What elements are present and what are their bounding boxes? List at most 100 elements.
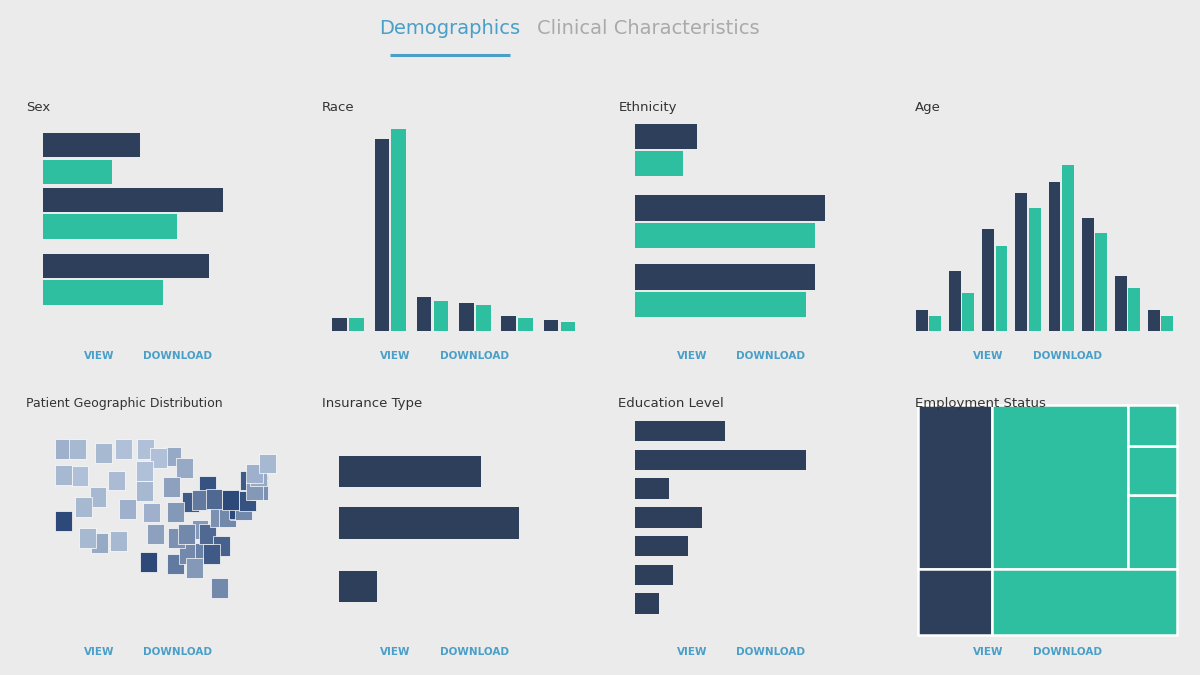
Polygon shape xyxy=(164,447,181,466)
Text: VIEW: VIEW xyxy=(84,647,114,657)
Bar xyxy=(916,310,928,331)
Text: Age: Age xyxy=(914,101,941,114)
Bar xyxy=(391,129,406,331)
Bar xyxy=(340,570,377,602)
Polygon shape xyxy=(246,464,263,483)
Bar xyxy=(636,124,697,148)
Bar xyxy=(374,140,389,331)
Polygon shape xyxy=(110,531,127,551)
Polygon shape xyxy=(90,487,107,507)
Bar xyxy=(340,508,520,539)
Bar xyxy=(1128,405,1177,446)
Polygon shape xyxy=(192,490,209,510)
Text: DOWNLOAD: DOWNLOAD xyxy=(440,351,509,361)
Bar xyxy=(518,318,533,331)
Bar xyxy=(476,306,491,331)
Bar xyxy=(1148,310,1160,331)
Text: VIEW: VIEW xyxy=(380,351,410,361)
Bar xyxy=(636,479,668,499)
Text: DOWNLOAD: DOWNLOAD xyxy=(440,647,509,657)
Polygon shape xyxy=(136,462,152,481)
Polygon shape xyxy=(203,543,220,564)
Text: DOWNLOAD: DOWNLOAD xyxy=(1033,647,1102,657)
Text: Patient Geographic Distribution: Patient Geographic Distribution xyxy=(25,397,222,410)
Text: VIEW: VIEW xyxy=(380,647,410,657)
Polygon shape xyxy=(192,520,209,539)
Bar xyxy=(433,301,449,331)
Polygon shape xyxy=(176,458,193,478)
Bar xyxy=(636,564,673,585)
Text: DOWNLOAD: DOWNLOAD xyxy=(737,351,805,361)
Bar xyxy=(1128,288,1140,331)
Polygon shape xyxy=(55,465,72,485)
Polygon shape xyxy=(230,500,247,520)
Bar xyxy=(340,456,481,487)
Polygon shape xyxy=(220,507,236,526)
Polygon shape xyxy=(186,558,203,578)
Bar xyxy=(636,421,726,441)
Polygon shape xyxy=(229,499,246,519)
Text: Ethnicity: Ethnicity xyxy=(618,101,677,114)
Polygon shape xyxy=(251,466,268,485)
Polygon shape xyxy=(138,439,155,458)
Bar xyxy=(1162,316,1174,331)
Bar xyxy=(991,405,1128,568)
Polygon shape xyxy=(214,536,230,556)
Text: Education Level: Education Level xyxy=(618,397,725,410)
Bar xyxy=(636,507,702,528)
Polygon shape xyxy=(167,554,184,574)
Bar xyxy=(983,229,994,331)
Bar xyxy=(502,316,516,331)
Text: DOWNLOAD: DOWNLOAD xyxy=(737,647,805,657)
Text: Employment Status: Employment Status xyxy=(914,397,1045,410)
Bar xyxy=(560,323,575,331)
Bar xyxy=(43,188,223,212)
Bar xyxy=(636,536,688,556)
Bar xyxy=(1062,165,1074,331)
Text: DOWNLOAD: DOWNLOAD xyxy=(1033,351,1102,361)
Bar xyxy=(349,318,364,331)
Text: VIEW: VIEW xyxy=(677,647,707,657)
Polygon shape xyxy=(140,552,156,572)
Bar xyxy=(1128,495,1177,568)
Bar xyxy=(949,271,961,331)
Bar xyxy=(991,568,1177,635)
Bar xyxy=(1128,446,1177,495)
Text: DOWNLOAD: DOWNLOAD xyxy=(144,647,212,657)
Bar xyxy=(1081,218,1093,331)
Polygon shape xyxy=(136,481,152,501)
Polygon shape xyxy=(240,470,257,491)
Polygon shape xyxy=(76,497,92,517)
Bar xyxy=(43,133,139,157)
Text: VIEW: VIEW xyxy=(677,351,707,361)
Polygon shape xyxy=(72,466,89,485)
Text: Insurance Type: Insurance Type xyxy=(322,397,422,410)
Text: Demographics: Demographics xyxy=(379,19,521,38)
Polygon shape xyxy=(179,543,196,564)
Polygon shape xyxy=(210,508,227,527)
Bar xyxy=(636,450,806,470)
Text: Clinical Characteristics: Clinical Characteristics xyxy=(536,19,760,38)
Bar xyxy=(1115,275,1127,331)
Bar xyxy=(636,196,824,221)
Polygon shape xyxy=(168,528,185,548)
Polygon shape xyxy=(91,533,108,553)
Polygon shape xyxy=(70,439,86,458)
Text: DOWNLOAD: DOWNLOAD xyxy=(144,351,212,361)
Bar xyxy=(43,214,176,239)
Bar xyxy=(962,293,974,331)
Bar xyxy=(636,593,659,614)
Polygon shape xyxy=(251,480,268,500)
Polygon shape xyxy=(55,439,72,459)
Text: VIEW: VIEW xyxy=(973,351,1003,361)
Bar xyxy=(544,321,558,331)
Polygon shape xyxy=(235,500,252,520)
Bar xyxy=(416,297,432,331)
Polygon shape xyxy=(246,481,263,500)
Polygon shape xyxy=(222,490,239,510)
Polygon shape xyxy=(211,578,228,598)
Polygon shape xyxy=(199,476,216,495)
Bar xyxy=(636,292,806,317)
Bar xyxy=(996,246,1008,331)
Polygon shape xyxy=(239,491,256,511)
